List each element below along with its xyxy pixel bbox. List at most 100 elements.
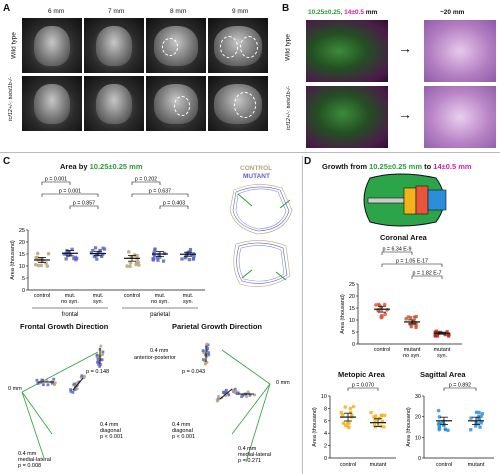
micrograph-wt-8mm <box>146 18 206 73</box>
growth-point <box>224 388 228 392</box>
data-point <box>73 255 77 259</box>
micrograph-wt-7mm <box>84 18 144 73</box>
x-tick-label: no syn. <box>403 353 421 359</box>
parietal-p-diag: p < 0.001 <box>172 434 195 440</box>
x-tick-label: mutant <box>468 462 485 468</box>
row-label-mutant-a: tcf12+/-; twist1b-/- <box>8 77 14 121</box>
data-point <box>469 428 473 432</box>
panel-b-title-green: 10.25±0.25, <box>308 9 343 16</box>
growth-point <box>201 349 205 353</box>
y-tick-label: 0 <box>22 288 25 294</box>
row-label-mutant-b: tcf12+/-; twist1b-/- <box>286 86 292 130</box>
growth-point <box>216 394 220 398</box>
data-point <box>98 248 102 253</box>
y-tick-label: 25 <box>19 228 25 234</box>
growth-point <box>97 363 101 366</box>
x-tick-label: mutant <box>370 462 387 468</box>
p-value-label: p = 0.637 <box>149 189 171 195</box>
parietal-label-ml: medial-lateral <box>238 452 271 458</box>
data-point <box>343 405 348 409</box>
data-point <box>373 419 377 423</box>
micrograph-mut-8mm <box>146 76 206 131</box>
growth-point <box>72 382 76 386</box>
p-value-label: p = 6.34 E-9 <box>382 247 411 253</box>
data-point <box>437 427 442 432</box>
data-point <box>383 413 387 417</box>
data-point <box>474 410 479 414</box>
growth-point <box>101 353 105 357</box>
coronal-title: Coronal Area <box>380 233 427 242</box>
data-point <box>91 248 95 253</box>
data-point <box>406 315 410 319</box>
p-value-label: p = 0.403 <box>163 201 185 207</box>
data-point <box>137 263 141 267</box>
col-label-9mm: 9 mm <box>232 8 249 15</box>
frontal-label-diag: diagonal <box>100 428 121 434</box>
growth-point <box>50 381 54 385</box>
growth-point <box>99 363 102 366</box>
panel-d-title-prefix: Growth from <box>322 162 367 171</box>
y-tick-label: 0 <box>418 456 421 462</box>
panel-c-letter: C <box>3 156 11 167</box>
data-point <box>155 256 159 260</box>
sagittal-chart: 0 10 20 30 Area (thousand) p = 0.892 control mu… <box>406 383 494 468</box>
data-point <box>161 259 166 263</box>
growth-point <box>241 394 245 397</box>
y-tick-label: 15 <box>19 252 25 258</box>
outline-overlays <box>229 184 293 287</box>
y-axis-label: Area (thousand) <box>10 240 16 280</box>
data-point <box>374 303 378 307</box>
stain-mut-20mm <box>424 86 496 148</box>
growth-point <box>248 393 252 397</box>
y-tick-label: 15 <box>349 306 355 312</box>
data-point <box>93 246 98 250</box>
group-label-parietal: parietal <box>150 312 170 318</box>
growth-point <box>227 393 231 397</box>
growth-point <box>245 395 249 399</box>
data-point <box>433 330 437 334</box>
y-tick-label: 2 <box>324 444 327 450</box>
growth-point <box>206 347 209 350</box>
growth-point <box>101 350 105 354</box>
significance-bracket <box>131 181 161 185</box>
panel-a-letter: A <box>3 3 11 14</box>
parietal-scale-ml: 0.4 mm <box>238 446 257 452</box>
data-point <box>443 427 448 432</box>
data-point <box>369 411 373 415</box>
y-tick-label: 20 <box>415 415 421 421</box>
frontal-label-ml: medial-lateral <box>18 457 51 463</box>
frontal-origin: 0 mm <box>8 386 22 392</box>
x-tick-label: syn. <box>437 353 448 359</box>
panel-b-title-magenta: 14±0.5 <box>344 9 364 16</box>
data-point <box>188 250 192 254</box>
data-point <box>69 252 73 257</box>
growth-point <box>205 348 209 352</box>
data-point <box>66 253 70 258</box>
data-point <box>383 312 387 317</box>
data-point <box>36 263 41 268</box>
y-tick-label: 10 <box>19 264 25 270</box>
y-tick-label: 0 <box>352 342 355 348</box>
p-value-label: p = 0.001 <box>59 189 81 195</box>
data-point <box>409 316 413 320</box>
data-point <box>345 420 350 425</box>
frontal-scale-diag: 0.4 mm <box>100 422 119 428</box>
data-point <box>411 319 415 323</box>
growth-point <box>71 390 75 394</box>
frontal-p-ml: p = 0.008 <box>18 463 41 469</box>
parietal-label-diag: diagonal <box>172 428 193 434</box>
panel-d-title-magenta: 14±0.5 mm <box>433 162 472 171</box>
frontal-scale-ap: 0.4 mm <box>150 348 169 354</box>
frontal-growth-title: Frontal Growth Direction <box>20 322 109 331</box>
panel-c-title-prefix: Area by <box>60 162 88 171</box>
growth-point <box>46 383 50 387</box>
growth-point <box>35 378 39 382</box>
legend-control: CONTROL <box>240 165 273 172</box>
data-point <box>35 255 40 260</box>
growth-point <box>75 387 79 391</box>
parietal-scale-diag: 0.4 mm <box>172 422 191 428</box>
metopic-title: Metopic Area <box>338 370 385 379</box>
vertical-divider <box>302 156 303 474</box>
data-point <box>349 413 354 418</box>
